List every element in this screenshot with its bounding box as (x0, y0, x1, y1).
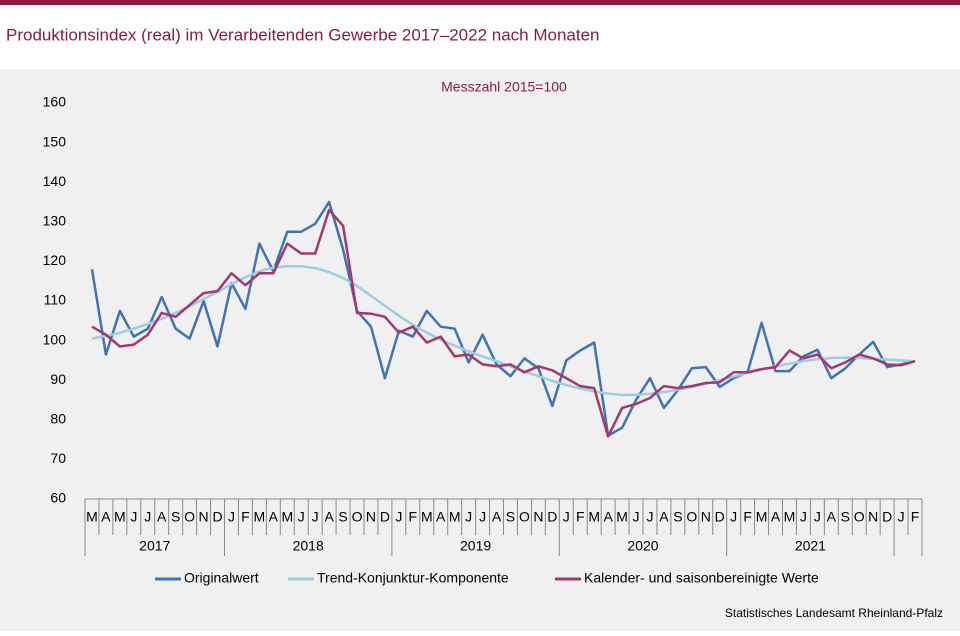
top-bar (0, 0, 960, 5)
year-label: 2021 (795, 538, 826, 554)
x-tick-label: D (715, 509, 725, 525)
x-tick-label: F (241, 509, 250, 525)
x-tick-label: A (827, 509, 837, 525)
y-tick-label: 130 (43, 213, 67, 229)
y-tick-label: 70 (50, 450, 66, 466)
x-tick-label: M (281, 509, 293, 525)
x-tick-label: N (868, 509, 878, 525)
year-label: 2017 (139, 538, 170, 554)
x-tick-label: A (492, 509, 502, 525)
x-tick-label: F (576, 509, 585, 525)
x-tick-label: A (771, 509, 781, 525)
y-tick-label: 150 (43, 133, 67, 149)
x-tick-label: D (547, 509, 557, 525)
x-tick-label: M (86, 509, 98, 525)
x-tick-label: J (228, 509, 235, 525)
y-tick-label: 110 (44, 292, 67, 308)
x-tick-label: N (366, 509, 376, 525)
x-tick-label: A (603, 509, 613, 525)
y-tick-label: 60 (50, 490, 66, 506)
y-tick-label: 80 (50, 411, 66, 427)
x-tick-label: M (756, 509, 768, 525)
x-tick-label: F (911, 509, 920, 525)
x-tick-label: J (633, 509, 640, 525)
x-tick-label: J (298, 509, 305, 525)
series-line (90, 200, 916, 437)
x-tick-label: S (338, 509, 347, 525)
x-tick-label: S (171, 509, 180, 525)
x-tick-label: A (269, 509, 279, 525)
x-tick-label: A (101, 509, 111, 525)
x-tick-label: F (743, 509, 752, 525)
year-label: 2020 (627, 538, 658, 554)
x-tick-label: J (800, 509, 807, 525)
x-tick-label: A (157, 509, 167, 525)
x-tick-label: N (533, 509, 543, 525)
x-tick-label: J (646, 509, 653, 525)
x-tick-label: F (409, 509, 418, 525)
x-tick-label: N (701, 509, 711, 525)
x-tick-label: O (184, 509, 195, 525)
x-tick-label: D (380, 509, 390, 525)
y-tick-label: 160 (43, 94, 67, 110)
x-tick-label: O (519, 509, 530, 525)
year-label: 2018 (293, 538, 324, 554)
x-tick-label: J (312, 509, 319, 525)
x-tick-label: M (449, 509, 461, 525)
x-tick-label: M (114, 509, 126, 525)
x-tick-label: O (352, 509, 363, 525)
x-tick-label: N (199, 509, 209, 525)
x-tick-label: A (324, 509, 334, 525)
x-tick-label: M (616, 509, 628, 525)
y-tick-label: 100 (43, 331, 67, 347)
x-tick-label: J (395, 509, 402, 525)
x-tick-label: S (673, 509, 682, 525)
x-tick-label: S (841, 509, 850, 525)
x-tick-label: D (882, 509, 892, 525)
x-tick-label: J (130, 509, 137, 525)
chart-title: Produktionsindex (real) im Verarbeitende… (6, 25, 600, 44)
x-tick-label: J (730, 509, 737, 525)
x-tick-label: M (588, 509, 600, 525)
x-tick-label: S (506, 509, 515, 525)
x-tick-label: M (784, 509, 796, 525)
x-tick-label: A (436, 509, 446, 525)
legend-label: Trend-Konjunktur-Komponente (317, 570, 509, 586)
x-tick-label: J (563, 509, 570, 525)
x-tick-label: J (479, 509, 486, 525)
x-tick-label: J (465, 509, 472, 525)
y-tick-label: 120 (43, 252, 67, 268)
series-line (91, 208, 916, 438)
x-tick-label: O (686, 509, 697, 525)
legend-label: Kalender- und saisonbereinigte Werte (584, 570, 819, 586)
legend-label: Originalwert (184, 570, 259, 586)
x-tick-label: M (254, 509, 266, 525)
year-label: 2019 (460, 538, 491, 554)
x-tick-label: O (854, 509, 865, 525)
y-tick-label: 140 (43, 173, 67, 189)
x-tick-label: J (898, 509, 905, 525)
source: Statistisches Landesamt Rheinland-Pfalz (725, 606, 943, 620)
chart-subtitle: Messzahl 2015=100 (441, 79, 567, 95)
x-tick-label: A (659, 509, 669, 525)
x-tick-label: J (814, 509, 821, 525)
x-tick-label: M (421, 509, 433, 525)
x-tick-label: J (144, 509, 151, 525)
plot-background (0, 69, 960, 631)
x-tick-label: D (212, 509, 222, 525)
y-tick-label: 90 (50, 371, 66, 387)
